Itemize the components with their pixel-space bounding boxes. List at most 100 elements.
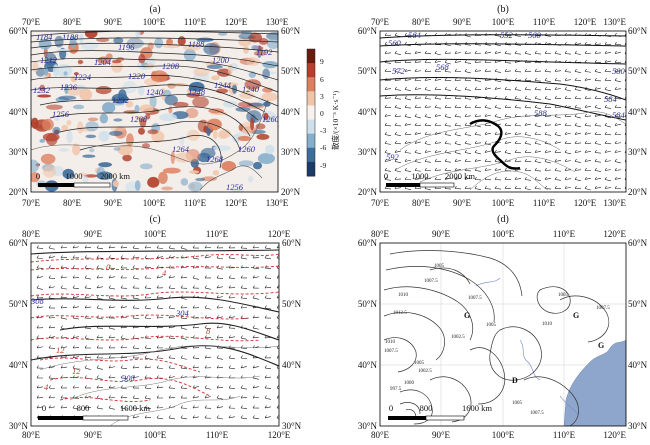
- wind-barb: [108, 407, 115, 410]
- wind-barb-flag: [72, 375, 75, 379]
- wind-barb: [192, 396, 199, 399]
- wind-barb: [464, 115, 471, 117]
- wind-barb: [584, 71, 591, 73]
- wind-barb: [264, 397, 271, 400]
- wind-barb: [604, 179, 611, 182]
- wind-barb-flag: [584, 149, 587, 153]
- divergence-cell: [139, 104, 154, 114]
- wind-barb: [60, 346, 67, 349]
- wind-barb-flag: [424, 68, 427, 72]
- wind-barb-flag: [444, 167, 447, 171]
- wind-barb: [534, 170, 542, 172]
- wind-barb: [204, 327, 211, 330]
- colorbar: 9 6 3 0 -3 -6 -9 散度/(×10⁻⁵ K·s⁻¹): [306, 48, 340, 177]
- svg-text:1000: 1000: [412, 171, 429, 181]
- wind-barb-flag: [216, 365, 219, 369]
- wind-barb-flag: [414, 50, 417, 54]
- wind-barb-flag: [384, 104, 387, 108]
- rivers: [475, 277, 579, 415]
- wind-barb-flag: [574, 185, 577, 189]
- right-axis-ticks: 60°N 50°N 40°N 30°N 20°N: [628, 26, 648, 197]
- wind-barb: [484, 169, 491, 171]
- wind-barb: [180, 317, 187, 320]
- wind-barb-flag: [240, 365, 243, 369]
- svg-text:80°E: 80°E: [412, 198, 431, 208]
- wind-barb-flag: [554, 95, 557, 99]
- wind-barb-flag: [168, 365, 171, 369]
- wind-barb-flag: [584, 158, 587, 162]
- wind-barb-flag: [594, 140, 597, 144]
- wind-barb-flag: [132, 285, 135, 289]
- wind-barb-flag: [454, 113, 457, 117]
- wind-barb: [494, 151, 501, 153]
- wind-barb: [494, 35, 501, 37]
- wind-barb-flag: [60, 345, 63, 349]
- wind-barb-flag: [156, 405, 159, 409]
- wind-barb: [544, 80, 551, 83]
- wind-barb: [544, 115, 551, 117]
- wind-barb-flag: [216, 245, 219, 249]
- bottom-axis-ticks: 80°E 90°E 100°E 110°E 120°E: [371, 430, 627, 440]
- wind-barb-flag: [144, 255, 147, 259]
- divergence-cell: [139, 117, 147, 128]
- divergence-cell: [58, 95, 77, 101]
- wind-barb-flag: [524, 68, 527, 72]
- wind-barb: [204, 356, 211, 359]
- wind-barb-flag: [144, 335, 147, 339]
- wind-barb: [156, 317, 164, 319]
- wind-barb-flag: [192, 245, 195, 249]
- wind-barb-flag: [444, 122, 447, 126]
- wind-barb: [494, 169, 501, 171]
- wind-barb: [574, 125, 581, 128]
- wind-barb-flag: [228, 345, 231, 349]
- wind-barb-flag: [192, 285, 195, 289]
- wind-barb-flag: [60, 385, 63, 389]
- wind-barb-flag: [614, 59, 617, 63]
- tick-label: 50°N: [281, 66, 301, 76]
- wind-barb-flag: [48, 265, 51, 269]
- colorbar-swatch: [307, 49, 315, 64]
- wind-barb: [204, 307, 211, 310]
- wind-barb-flag: [594, 167, 597, 171]
- wind-barb: [120, 356, 127, 359]
- wind-barb: [240, 347, 248, 349]
- wind-barb: [534, 80, 541, 82]
- wind-barb-flag: [168, 355, 171, 359]
- wind-barb-flag: [96, 285, 99, 289]
- svg-text:40°N: 40°N: [9, 360, 29, 370]
- wind-barb-flag: [216, 335, 219, 339]
- wind-barb-flag: [524, 95, 527, 99]
- wind-barb-flag: [84, 275, 87, 279]
- wind-barb: [404, 188, 411, 190]
- wind-barb: [36, 257, 43, 260]
- divergence-cell: [244, 79, 262, 90]
- svg-text:60°N: 60°N: [358, 26, 378, 36]
- wind-barb: [574, 89, 581, 91]
- wind-barb-flag: [484, 131, 487, 135]
- wind-barb-flag: [48, 285, 51, 289]
- wind-barb-flag: [504, 104, 507, 108]
- wind-barb-flag: [120, 345, 123, 349]
- wind-barb: [424, 143, 431, 146]
- wind-barb: [464, 44, 471, 46]
- wind-barb: [84, 356, 91, 359]
- svg-text:1252: 1252: [112, 95, 130, 105]
- wind-barb: [252, 336, 259, 339]
- wind-barb: [144, 267, 151, 269]
- wind-barb: [36, 406, 43, 409]
- wind-barb: [120, 326, 127, 329]
- wind-barb-flag: [574, 167, 577, 171]
- wind-barb: [48, 366, 55, 369]
- wind-barb: [404, 141, 411, 144]
- svg-text:110°E: 110°E: [533, 17, 556, 27]
- divergence-cell: [185, 108, 199, 119]
- wind-barb-flag: [414, 32, 417, 36]
- svg-text:1002.5: 1002.5: [418, 369, 432, 374]
- wind-barb-flag: [48, 375, 51, 379]
- wind-barb-flag: [144, 285, 147, 289]
- wind-barb-flag: [132, 375, 135, 379]
- wind-barb-flag: [524, 167, 527, 171]
- svg-text:0: 0: [106, 262, 111, 272]
- svg-text:1244: 1244: [214, 80, 232, 90]
- wind-barb-flag: [604, 68, 607, 72]
